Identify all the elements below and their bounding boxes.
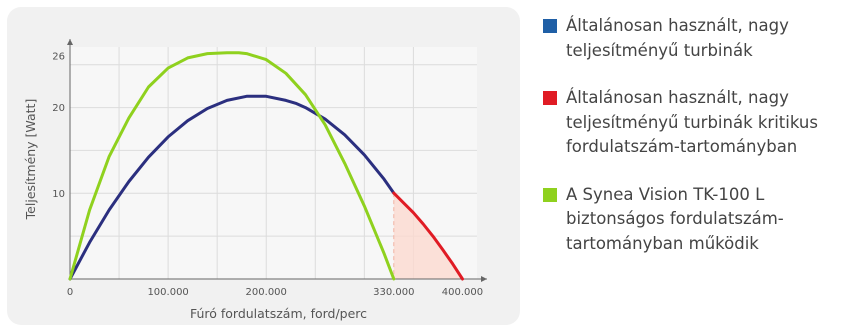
critical-region-shading	[393, 193, 463, 279]
legend-label-critical: Általánosan használt, nagy teljesítményű…	[566, 88, 818, 156]
legend-item-critical: Általánosan használt, nagy teljesítményű…	[543, 86, 833, 160]
legend-item-turbine: Általánosan használt, nagy teljesítményű…	[543, 14, 833, 63]
x-axis-title: Fúró fordulatszám, ford/perc	[190, 306, 367, 321]
y-tick-label-2: 26	[52, 52, 65, 63]
legend: Általánosan használt, nagy teljesítményű…	[543, 14, 833, 279]
x-tick-label-4: 400.000	[442, 287, 483, 298]
y-axis-arrow	[67, 39, 73, 45]
x-tick-label-0: 0	[67, 287, 73, 298]
legend-label-synea: A Synea Vision TK-100 L biztonságos ford…	[566, 184, 784, 253]
chart-panel: 10 20 26 0 100.000 200.000 330.000 400.000 Fúró …	[7, 7, 520, 325]
legend-label-turbine: Általánosan használt, nagy teljesítményű…	[566, 16, 789, 60]
y-tick-label-1: 20	[52, 103, 65, 114]
x-tick-label-2: 200.000	[246, 287, 287, 298]
legend-swatch-critical	[543, 91, 557, 105]
x-tick-label-3: 330.000	[373, 287, 414, 298]
legend-swatch-turbine	[543, 19, 557, 33]
y-tick-label-0: 10	[52, 189, 65, 200]
power-vs-speed-chart: 10 20 26 0 100.000 200.000 330.000 400.000 Fúró …	[23, 39, 487, 321]
series-line-turbine	[68, 94, 396, 281]
y-axis-title: Teljesítmény [Watt]	[23, 99, 38, 221]
series-line-critical	[392, 191, 464, 281]
legend-swatch-synea	[543, 187, 557, 202]
x-tick-label-1: 100.000	[147, 287, 188, 298]
x-axis-arrow	[481, 276, 487, 282]
series-line-synea	[68, 51, 396, 281]
legend-item-synea: A Synea Vision TK-100 L biztonságos ford…	[543, 183, 833, 257]
